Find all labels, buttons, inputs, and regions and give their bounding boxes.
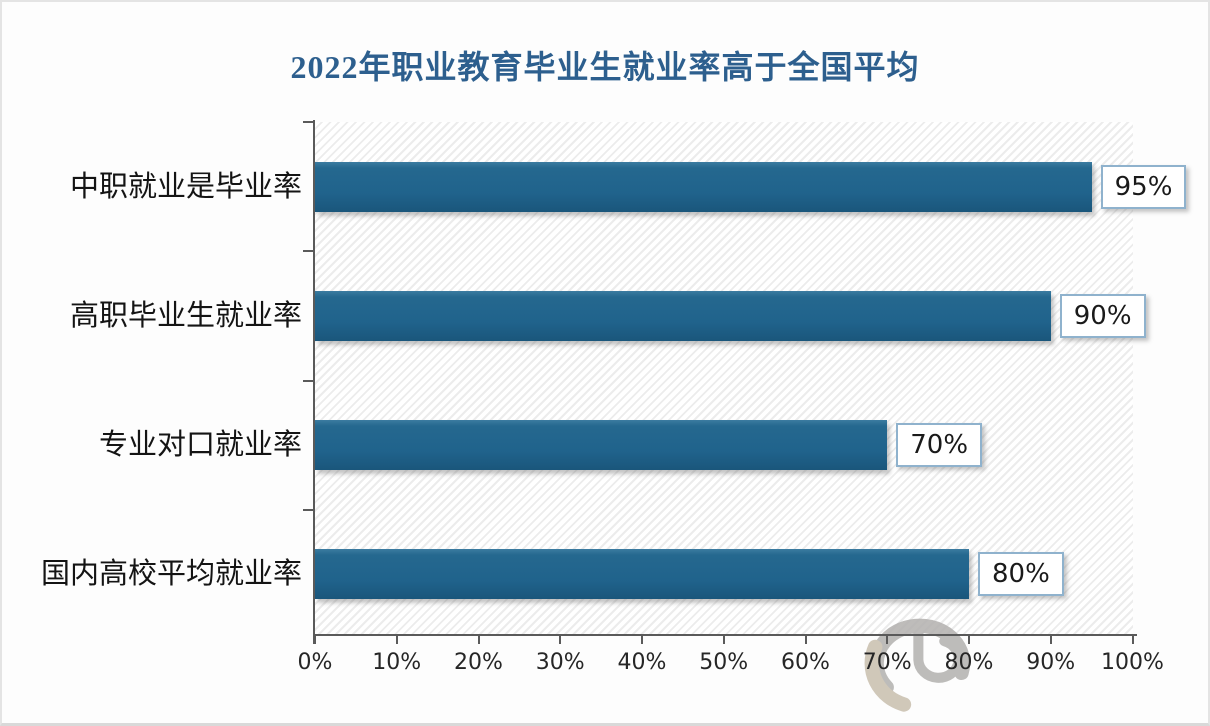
x-tick-label: 20% <box>454 650 503 675</box>
x-tick <box>804 635 807 644</box>
category-label: 高职毕业生就业率 <box>69 299 302 332</box>
bar <box>315 420 888 471</box>
chart-title: 2022年职业教育毕业生就业率高于全国平均 <box>290 49 920 85</box>
x-tick <box>968 635 970 644</box>
y-axis-line <box>313 120 315 644</box>
x-tick <box>1049 635 1052 644</box>
bar <box>315 549 969 600</box>
x-tick-label: 30% <box>535 650 585 675</box>
x-tick-label: 40% <box>617 650 667 675</box>
value-label: 80% <box>978 552 1064 597</box>
x-tick <box>395 635 398 644</box>
x-tick <box>641 635 643 644</box>
x-tick-label: 50% <box>699 650 749 675</box>
value-label: 90% <box>1059 293 1146 338</box>
value-label: 95% <box>1100 164 1187 209</box>
category-label: 专业对口就业率 <box>98 429 302 462</box>
x-tick-label: 80% <box>944 650 994 675</box>
magnifier-swoosh-logo <box>864 618 971 712</box>
x-tick-label: 100% <box>1101 650 1164 675</box>
x-tick-label: 60% <box>781 650 830 675</box>
x-tick-label: 0% <box>297 650 333 675</box>
x-tick-label: 10% <box>372 650 422 675</box>
category-label: 中职就业是毕业率 <box>69 170 302 203</box>
x-tick-label: 90% <box>1026 650 1076 675</box>
x-tick <box>1131 635 1134 644</box>
y-tick <box>303 508 314 511</box>
x-tick-label: 70% <box>862 650 912 675</box>
x-tick <box>314 635 316 644</box>
bar <box>315 290 1051 341</box>
y-tick <box>303 379 314 382</box>
x-tick <box>559 635 562 644</box>
x-tick <box>722 635 725 644</box>
x-axis-line <box>313 634 1137 636</box>
x-tick <box>477 635 480 644</box>
bar <box>315 161 1092 212</box>
y-tick <box>303 250 314 253</box>
x-tick <box>886 635 889 644</box>
y-tick <box>303 121 314 123</box>
category-label: 国内高校平均就业率 <box>40 558 302 591</box>
value-label: 70% <box>896 423 983 468</box>
